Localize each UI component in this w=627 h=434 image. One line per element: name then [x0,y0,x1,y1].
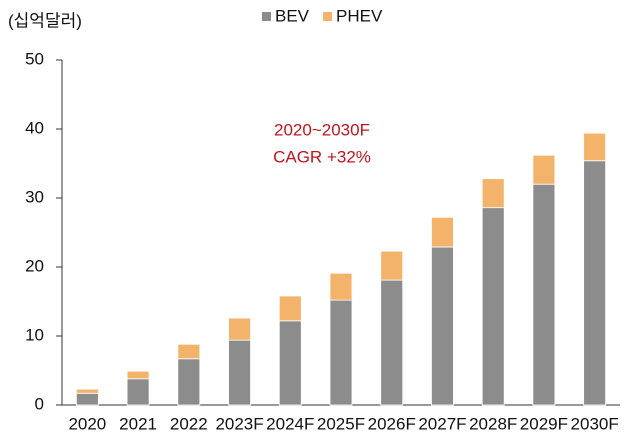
y-tick-label: 0 [35,394,44,413]
y-tick-label: 10 [25,325,44,344]
bar-segment [177,358,201,406]
y-tick-label: 50 [25,49,44,68]
x-tick-label: 2027F [418,414,466,433]
x-tick-label: 2021 [119,414,157,433]
x-tick-label: 2028F [469,414,517,433]
x-tick-label: 2022 [170,414,208,433]
bar-segment [532,183,556,406]
bar-segment [481,207,505,406]
annotation: CAGR +32% [273,147,371,166]
bar-segment [431,216,454,248]
x-tick-label: 2029F [520,414,568,433]
bar-segment [583,132,607,162]
bar-segment [329,272,353,301]
legend-swatch [262,12,271,21]
x-tick-label: 2026F [368,414,416,433]
y-tick-label: 20 [25,256,44,275]
bar-segment [75,392,99,406]
annotation: 2020~2030F [274,120,370,139]
y-tick-label: 30 [25,187,44,206]
bar-segment [481,178,505,209]
x-tick-label: 2030F [571,414,619,433]
y-tick-label: 40 [25,118,44,137]
legend-swatch [323,12,333,21]
bar-segment [126,378,150,406]
bar-segment [532,154,556,185]
y-axis-label: (십억달러) [8,11,82,30]
legend-label: BEV [275,6,310,25]
bar-segment [380,250,404,281]
bar-segment [380,279,404,406]
bar-segment [228,339,251,406]
bar-segment [228,317,251,341]
bar-segment [278,295,302,322]
bar-segment [177,343,201,360]
bar-segment [431,246,454,406]
bar-segment [126,370,150,380]
x-tick-label: 2024F [266,414,314,433]
x-tick-label: 2025F [317,414,365,433]
legend-label: PHEV [336,6,383,25]
x-tick-label: 2023F [215,414,263,433]
bar-segment [583,160,607,406]
bar-segment [329,299,353,406]
bar-segment [278,320,302,406]
bar-segment [75,388,99,394]
x-tick-label: 2020 [68,414,106,433]
